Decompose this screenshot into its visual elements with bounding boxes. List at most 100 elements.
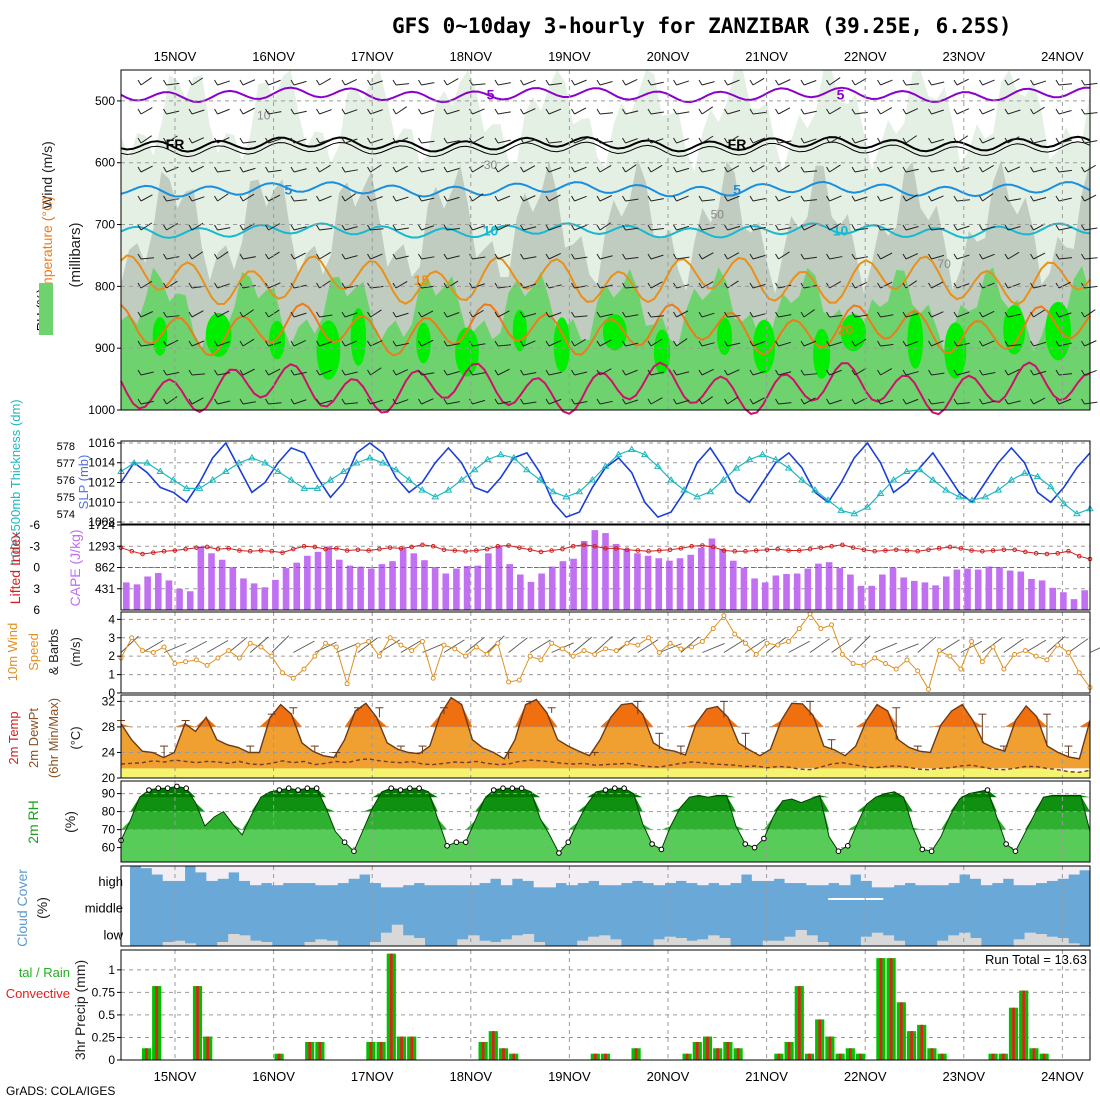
- cloud-low-cell: [260, 942, 273, 946]
- wind-barb-flag: [979, 398, 983, 405]
- wind-barb: [1007, 313, 1021, 318]
- wind-barb-flag: [392, 224, 397, 231]
- wind-barb: [752, 370, 766, 376]
- wind-barb: [548, 82, 562, 86]
- cape-bar: [655, 558, 663, 610]
- wind-barb-flag: [316, 166, 320, 173]
- date-label-bottom: 21NOV: [745, 1069, 788, 1084]
- wind-barb-flag: [647, 108, 652, 115]
- wind-barb: [599, 140, 613, 144]
- wind-barb-flag: [341, 253, 346, 260]
- rh-legend-swatch: [39, 283, 53, 335]
- wind-barb: [650, 254, 664, 260]
- cloud-high-cell: [413, 866, 426, 884]
- cape-bar: [154, 573, 162, 610]
- wind-barb: [701, 168, 715, 173]
- profile-y-tick: 700: [95, 218, 115, 232]
- wind-speed-marker: [753, 651, 759, 657]
- precip-conv-bar: [604, 1053, 607, 1060]
- wind-barb: [1007, 109, 1021, 115]
- isotherm-label: 5: [487, 87, 495, 103]
- wind-barb-flag: [469, 311, 473, 318]
- precip-conv-bar: [1032, 1048, 1036, 1060]
- wind-barb-flag: [851, 195, 856, 202]
- wind-barb-flag: [1081, 108, 1085, 115]
- wind-barb-flag: [137, 340, 142, 347]
- label-2m-rh: 2m RH: [25, 800, 41, 844]
- wind-barb: [293, 252, 306, 260]
- wind-barb-flag: [1030, 311, 1034, 318]
- li-marker: [926, 547, 931, 553]
- thickness-marker: [1073, 509, 1081, 517]
- cape-bar: [932, 585, 939, 610]
- thickness-marker: [261, 459, 269, 466]
- footer-credit: GrADS: COLA/IGES: [6, 1084, 115, 1098]
- surface-wind-barb: [142, 639, 164, 653]
- thickness-marker: [614, 450, 623, 458]
- wind-barb-flag: [851, 369, 856, 376]
- precip-conv-bar: [716, 1048, 720, 1060]
- wind-barb: [497, 344, 511, 347]
- wind-barb-flag: [1004, 282, 1009, 289]
- wind-barb: [166, 396, 178, 405]
- wind-barb: [523, 313, 537, 318]
- wind-barb-flag: [520, 166, 524, 173]
- thickness-marker: [915, 465, 924, 473]
- wind-barb: [1084, 140, 1098, 144]
- wind-barb-flag: [571, 137, 575, 144]
- li-marker: [172, 548, 178, 553]
- surface-wind-barb: [508, 637, 528, 653]
- label-wind-units: (m/s): [68, 637, 83, 667]
- wind-barb-flag: [877, 108, 881, 115]
- thickness-marker: [130, 459, 138, 466]
- wind-barb: [242, 368, 255, 376]
- surface-wind-barb: [1068, 638, 1089, 653]
- wind-barb-flag: [596, 340, 601, 347]
- cloud-high-cell: [893, 866, 906, 886]
- thickness-marker: [1033, 472, 1042, 480]
- wind-barb: [829, 281, 842, 289]
- wind-barb-flag: [877, 79, 881, 86]
- wind-barb: [523, 401, 537, 405]
- wind-barb: [854, 196, 868, 202]
- wind-barb: [880, 228, 894, 231]
- wind-barb: [319, 138, 333, 144]
- wind-barb-flag: [724, 282, 728, 289]
- wind-barb: [268, 402, 282, 405]
- cape-bar: [367, 568, 375, 610]
- wind-barb: [293, 110, 307, 115]
- rh2m-marker: [276, 787, 283, 793]
- wind-barb: [268, 282, 281, 289]
- wind-barb-flag: [188, 137, 193, 144]
- rh-contour-label: 70: [937, 257, 951, 271]
- cloud-low-cell: [250, 940, 262, 946]
- thickness-marker: [169, 476, 178, 483]
- date-label-top: 18NOV: [449, 49, 492, 64]
- cloud-low-cell: [970, 938, 982, 946]
- li-marker: [538, 549, 544, 555]
- wind-barb-flag: [545, 137, 550, 144]
- wind-barb-flag: [902, 282, 907, 289]
- wind-barb-flag: [545, 398, 550, 405]
- wind-speed-marker: [764, 640, 770, 646]
- rh2m-band: [121, 786, 1090, 812]
- wind-barb-flag: [290, 253, 295, 260]
- wind-barb-flag: [1030, 398, 1034, 405]
- li-marker: [797, 548, 802, 553]
- wind-barb-flag: [902, 137, 907, 144]
- temp-tick: 24: [102, 745, 116, 759]
- wind-barb-flag: [341, 369, 346, 376]
- cape-bar: [144, 576, 151, 610]
- wind-barb: [523, 79, 536, 86]
- wind-barb-flag: [137, 195, 142, 202]
- precip-conv-bar: [1001, 1053, 1005, 1060]
- wind-barb-flag: [851, 108, 856, 115]
- isotherm-line: [120, 302, 1091, 357]
- cloud-high-cell: [217, 866, 229, 879]
- wind-barb-flag: [749, 369, 754, 376]
- cloud-row-label: middle: [85, 901, 123, 916]
- cloud-high-cell: [1057, 866, 1069, 879]
- wind-barb-flag: [596, 224, 601, 231]
- wind-barb: [880, 107, 893, 115]
- wind-barb: [727, 135, 739, 144]
